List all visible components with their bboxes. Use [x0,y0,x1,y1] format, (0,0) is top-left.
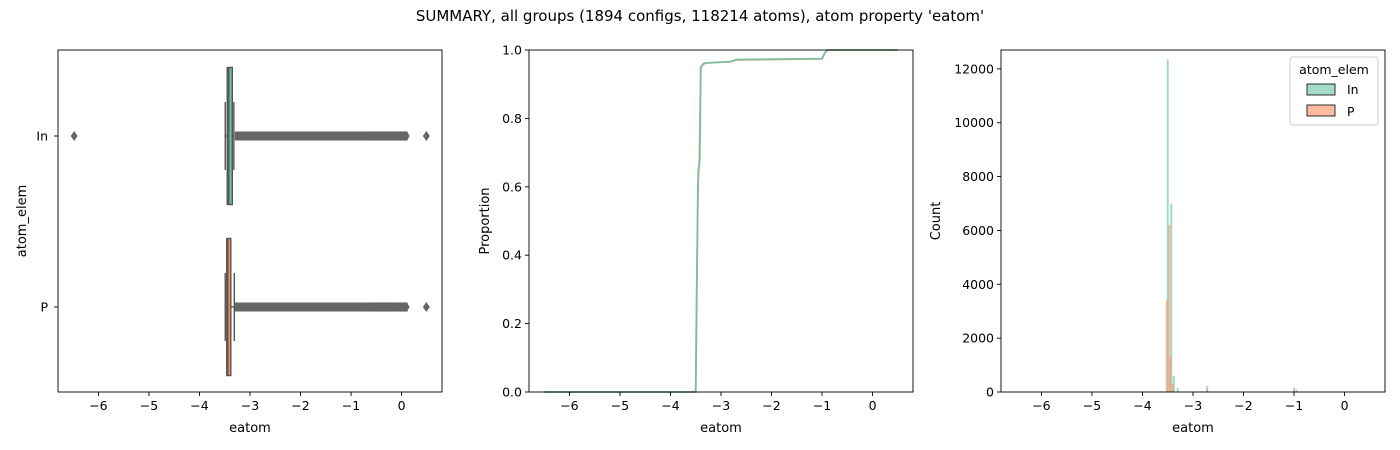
x-tick-label: −5 [140,398,158,413]
x-tick-label: −6 [560,398,578,413]
boxplot-frame [57,49,443,393]
ecdf-line-In [544,49,898,393]
x-tick-label: 0 [398,398,406,413]
x-tick-label: −5 [611,398,629,413]
x-tick-label: −5 [1083,398,1101,413]
hist-bar-In [1295,389,1298,392]
histogram-y-label: Count [929,202,944,241]
outlier-point [422,302,430,312]
hist-bar-P [1206,389,1209,392]
y-tick-label: 0.0 [502,385,522,400]
histogram-y-ticks: 0 2000 4000 6000 8000 10000 12000 [954,61,1001,400]
y-tick-label: 0.2 [502,316,522,331]
ecdf-panel: −6 −5 −4 −3 −2 −1 0 0.0 0.2 0.4 0.6 0.8 1.0 eatom P… [478,43,914,436]
x-tick-label: −4 [661,398,679,413]
ecdf-line-P [544,49,898,393]
outlier-point [70,131,78,141]
histogram-x-label: eatom [1172,421,1214,436]
outlier-point [422,131,430,141]
hist-bar-In [1293,387,1296,392]
y-tick-label: 0.8 [502,111,522,126]
y-tick-label: 0 [986,385,994,400]
histogram-x-ticks: −6 −5 −4 −3 −2 −1 0 [1032,392,1349,413]
x-tick-label: −3 [1184,398,1202,413]
hist-bar-P [1293,390,1296,392]
hist-bar-P [1165,300,1168,392]
x-tick-label: −2 [762,398,780,413]
x-tick-label: 0 [869,398,877,413]
ecdf-lines [544,49,898,393]
hist-bar-In [1166,59,1169,392]
x-tick-label: −2 [291,398,309,413]
y-tick-label: 0.4 [502,248,522,263]
y-tick-label: 4000 [962,277,994,292]
histogram-panel: −6 −5 −4 −3 −2 −1 0 0 2000 4000 6000 8000 10000 1200… [929,49,1386,436]
boxplot-y-label: atom_elem [15,185,30,257]
legend-swatch-p [1306,104,1336,117]
boxplot-marks [70,66,430,377]
x-tick-label: −2 [1234,398,1252,413]
ecdf-x-label: eatom [700,421,742,436]
x-tick-label: −3 [241,398,259,413]
boxplot-y-ticks: In P [36,129,58,315]
legend-label-p: P [1347,104,1355,119]
hist-bar-In [1170,203,1173,392]
legend-swatch-in [1306,83,1336,96]
x-tick-label: −6 [89,398,107,413]
hist-bar-P [1171,383,1174,392]
x-tick-label: −1 [813,398,831,413]
legend-label-in: In [1347,82,1359,97]
y-tick-label: 10000 [954,115,994,130]
outlier-point [403,302,410,312]
hist-bar-In [1206,385,1209,392]
ecdf-frame [528,49,914,393]
outlier-band [234,131,408,141]
y-tick-label: 12000 [954,61,994,76]
boxplot-panel: −6 −5 −4 −3 −2 −1 0 In P eatom atom_elem [15,49,443,436]
y-tick-label: 1.0 [502,43,522,58]
x-tick-label: −1 [1285,398,1303,413]
ecdf-x-ticks: −6 −5 −4 −3 −2 −1 0 [560,392,877,413]
hist-bar-In [1172,375,1175,392]
boxplot-x-ticks: −6 −5 −4 −3 −2 −1 0 [89,392,406,413]
x-tick-label: −1 [342,398,360,413]
figure-title: SUMMARY, all groups (1894 configs, 11821… [416,7,984,25]
hist-bar-P [1169,356,1172,392]
ecdf-y-ticks: 0.0 0.2 0.4 0.6 0.8 1.0 [502,43,529,400]
ecdf-y-label: Proportion [478,187,493,254]
x-tick-label: −4 [1133,398,1151,413]
y-tick-label: P [40,300,48,315]
x-tick-label: −6 [1032,398,1050,413]
outlier-band [234,302,408,312]
hist-bar-In [1176,387,1179,392]
boxplot-x-label: eatom [229,421,271,436]
y-tick-label: 0.6 [502,179,522,194]
x-tick-label: 0 [1341,398,1349,413]
y-tick-label: 8000 [962,169,994,184]
box-P [226,237,232,377]
outlier-point [403,131,410,141]
hist-bar-P [1168,225,1171,392]
y-tick-label: In [36,129,48,144]
legend-title: atom_elem [1299,62,1369,77]
x-tick-label: −4 [190,398,208,413]
y-tick-label: 2000 [962,331,994,346]
x-tick-label: −3 [712,398,730,413]
legend: atom_elem In P [1289,56,1379,126]
y-tick-label: 6000 [962,223,994,238]
box-In [226,66,234,206]
